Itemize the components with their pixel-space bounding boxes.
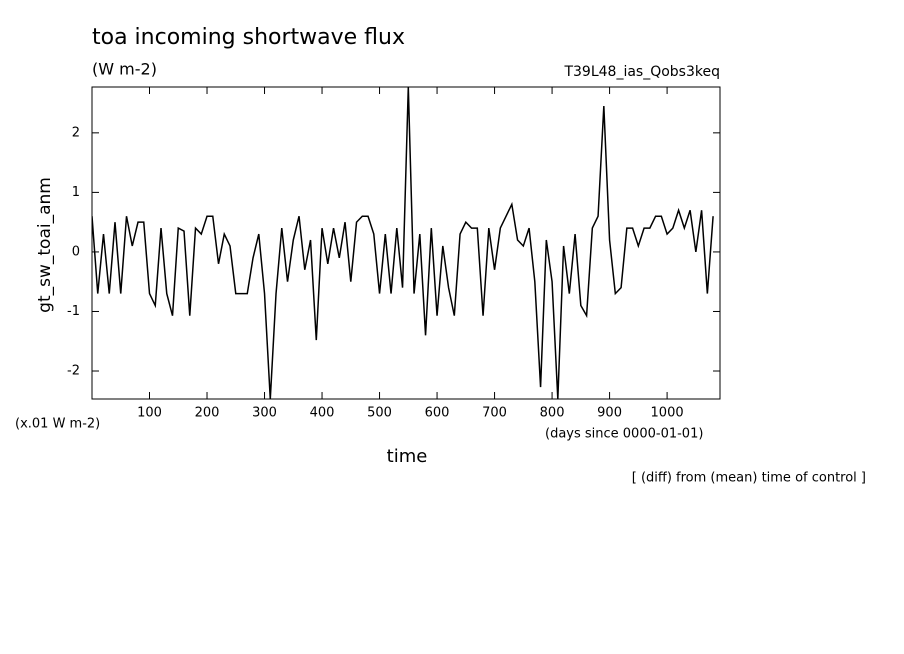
experiment-label: T39L48_ias_Qobs3keq bbox=[563, 64, 720, 80]
y-tick-label: 2 bbox=[72, 125, 80, 140]
x-tick-label: 200 bbox=[195, 406, 220, 421]
x-tick-label: 900 bbox=[597, 406, 622, 421]
x-tick-label: 400 bbox=[310, 406, 335, 421]
y-tick-label: 0 bbox=[72, 244, 80, 259]
y-tick-label: -1 bbox=[67, 304, 80, 319]
data-line bbox=[92, 87, 714, 399]
y-tick-label: 1 bbox=[72, 185, 80, 200]
x-tick-label: 600 bbox=[425, 406, 450, 421]
y-axis-label: gt_sw_toai_anm bbox=[35, 177, 55, 313]
x-tick-label: 700 bbox=[482, 406, 507, 421]
note: [ (diff) from (mean) time of control ] bbox=[632, 471, 866, 486]
x-units: (days since 0000-01-01) bbox=[545, 427, 703, 442]
x-tick-label: 1000 bbox=[651, 406, 684, 421]
x-axis-label: time bbox=[387, 446, 428, 467]
chart-subtitle: (W m-2) bbox=[92, 60, 157, 79]
x-tick-label: 300 bbox=[252, 406, 277, 421]
y-tick-label: -2 bbox=[67, 364, 80, 379]
x-tick-label: 500 bbox=[367, 406, 392, 421]
plot-frame bbox=[91, 86, 721, 400]
chart-title: toa incoming shortwave flux bbox=[92, 25, 405, 50]
x-tick-label: 100 bbox=[137, 406, 162, 421]
x-tick-label: 800 bbox=[540, 406, 565, 421]
y-units: (x.01 W m-2) bbox=[15, 417, 100, 432]
